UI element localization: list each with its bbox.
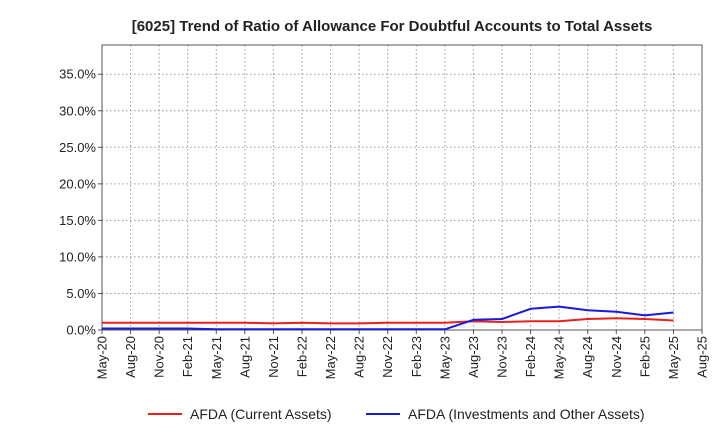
y-axis: 0.0% 5.0% 10.0% 15.0% 20.0% 25.0% 30.0% 35.0% xyxy=(59,67,102,338)
x-tick-label: May-25 xyxy=(666,336,681,379)
x-tick-label: Nov-24 xyxy=(609,336,624,378)
x-tick-label: May-23 xyxy=(437,336,452,379)
series-line-1 xyxy=(102,317,674,325)
y-tick-label: 5.0% xyxy=(66,286,96,301)
x-tick-label: May-24 xyxy=(552,336,567,379)
x-tick-label: Nov-23 xyxy=(495,336,510,378)
x-tick-label: Aug-20 xyxy=(123,336,138,378)
x-tick-label: Feb-22 xyxy=(295,336,310,377)
y-tick-label: 25.0% xyxy=(59,140,96,155)
x-tick-label: Feb-25 xyxy=(637,336,652,377)
x-tick-label: May-21 xyxy=(209,336,224,379)
y-tick-label: 35.0% xyxy=(59,67,96,82)
y-tick-label: 10.0% xyxy=(59,249,96,264)
legend: AFDA (Current Assets) AFDA (Investments a… xyxy=(148,406,645,422)
x-tick-label: May-22 xyxy=(323,336,338,379)
x-tick-label: Nov-21 xyxy=(266,336,281,378)
legend-label-2: AFDA (Investments and Other Assets) xyxy=(408,406,645,422)
x-tick-label: Aug-23 xyxy=(466,336,481,378)
series-layer xyxy=(102,305,674,331)
y-tick-label: 30.0% xyxy=(59,103,96,118)
y-tick-label: 20.0% xyxy=(59,176,96,191)
x-tick-label: Aug-22 xyxy=(352,336,367,378)
x-tick-label: Aug-21 xyxy=(237,336,252,378)
y-tick-label: 0.0% xyxy=(66,323,96,338)
x-axis: May-20 Aug-20 Nov-20 Feb-21 May-21 Aug-21 Nov-… xyxy=(95,330,710,379)
x-tick-label: Aug-25 xyxy=(695,336,710,378)
x-tick-label: May-20 xyxy=(95,336,110,379)
x-tick-label: Nov-20 xyxy=(152,336,167,378)
series-line-2 xyxy=(102,305,674,331)
grid xyxy=(102,45,702,330)
chart-title: [6025] Trend of Ratio of Allowance For D… xyxy=(132,18,653,35)
x-tick-label: Nov-22 xyxy=(380,336,395,378)
x-tick-label: Aug-24 xyxy=(580,336,595,378)
x-tick-label: Feb-23 xyxy=(409,336,424,377)
x-tick-label: Feb-21 xyxy=(180,336,195,377)
legend-label-1: AFDA (Current Assets) xyxy=(190,406,332,422)
plot-area xyxy=(101,44,703,331)
y-tick-label: 15.0% xyxy=(59,213,96,228)
x-tick-label: Feb-24 xyxy=(523,336,538,377)
